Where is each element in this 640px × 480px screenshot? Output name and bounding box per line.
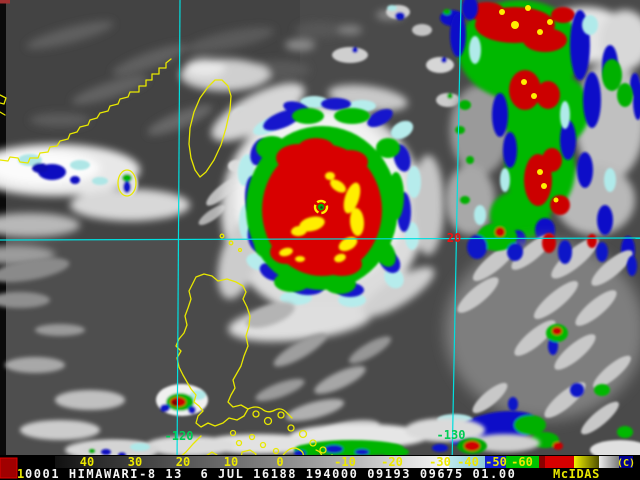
typhoon-eye [313,199,329,215]
longitude-gridline-120e [176,0,181,468]
svg-text:10: 10 [224,455,238,469]
mcidas-brand-label: McIDAS [553,467,600,480]
coastline-islands [219,233,327,455]
longitude-label-120: -120 [165,429,194,443]
frame-markers [0,0,18,479]
coastline-china-fragment [0,94,7,116]
color-scale-bar: 40 30 20 10 0 -10 -20 -30 -40 -50 -60 (C… [55,455,635,469]
svg-text:30: 30 [128,455,142,469]
annotation-text: 0001 HIMAWARI-8 13 6 JUL 16188 194000 09… [25,467,516,480]
longitude-label-130: -130 [437,428,466,442]
frame-marker-top [0,0,10,4]
color-scale-ticks: 40 30 20 10 0 -10 -20 -30 -40 -50 -60 [80,455,533,469]
latitude-label: 20 [447,231,461,245]
svg-text:-50: -50 [485,455,507,469]
grid-labels: 20 -120 -130 [165,231,466,443]
svg-text:40: 40 [80,455,94,469]
svg-text:-20: -20 [381,455,403,469]
svg-text:-40: -40 [457,455,479,469]
svg-text:-30: -30 [429,455,451,469]
latlon-grid [0,0,640,468]
svg-text:20: 20 [176,455,190,469]
annotation-bar: 1 0001 HIMAWARI-8 13 6 JUL 16188 194000 … [17,467,600,480]
coastline-china [0,58,172,164]
coastline-luzon [175,273,251,428]
frame-marker-bottom [0,457,18,479]
latitude-gridline-20n [0,237,640,241]
frame-number: 1 [17,467,24,480]
color-scale-unit: (C) [617,458,635,469]
svg-text:0: 0 [276,455,283,469]
svg-text:-60: -60 [511,455,533,469]
coastline-luzon-se [247,406,293,419]
ir-image-layer [0,0,640,460]
coastline-taiwan [188,79,232,178]
svg-text:-10: -10 [334,455,356,469]
longitude-gridline-130e [451,0,462,468]
coastline-dongsha [117,169,137,197]
